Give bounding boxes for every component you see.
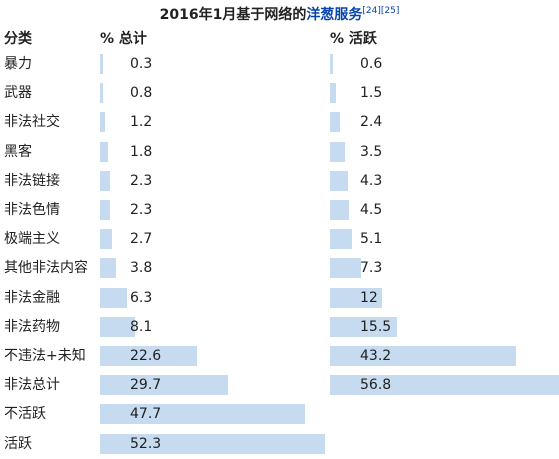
table-row: 其他非法内容 3.8 7.3 [0, 254, 559, 283]
table-caption: 2016年1月基于网络的洋葱服务[24][25] [0, 0, 559, 23]
table-row: 活跃 52.3 [0, 430, 559, 459]
percent-active-value: 4.5 [360, 202, 383, 218]
percent-active-bar [330, 112, 341, 133]
category-label: 非法链接 [4, 172, 60, 189]
percent-active-bar [330, 346, 516, 366]
percent-total-bar [100, 200, 110, 220]
category-label: 活跃 [4, 435, 32, 452]
percent-active-value: 3.5 [360, 143, 383, 160]
percent-active-value: 1.5 [360, 85, 383, 102]
table-row: 暴力 0.3 0.6 [0, 50, 559, 79]
percent-total-value: 3.8 [130, 260, 153, 277]
category-label: 非法色情 [4, 202, 60, 218]
percent-active-value: 7.3 [360, 260, 383, 277]
percent-active-value: 12 [360, 289, 378, 306]
percent-total-value: 47.7 [130, 406, 162, 423]
percent-active-value: 5.1 [360, 231, 383, 248]
percent-total-bar [100, 141, 108, 162]
table-row: 不违法+未知 22.6 43.2 [0, 342, 559, 371]
category-label: 不活跃 [4, 406, 46, 423]
header-percent-active: % 活跃 [330, 31, 377, 47]
percent-active-bar [330, 229, 352, 250]
reference-links[interactable]: [24][25] [362, 6, 400, 16]
category-label: 非法社交 [4, 114, 60, 131]
percent-total-value: 1.2 [130, 114, 153, 131]
category-label: 黑客 [4, 143, 32, 160]
table-row: 武器 0.8 1.5 [0, 79, 559, 108]
percent-active-value: 2.4 [360, 114, 383, 131]
percent-active-bar [330, 375, 559, 396]
table-row: 黑客 1.8 3.5 [0, 138, 559, 167]
percent-total-value: 2.3 [130, 202, 153, 218]
table-row: 非法社交 1.2 2.4 [0, 108, 559, 137]
onion-services-link[interactable]: 洋葱服务 [306, 7, 363, 23]
category-label: 其他非法内容 [4, 260, 88, 277]
percent-total-value: 52.3 [130, 435, 162, 452]
table-row: 极端主义 2.7 5.1 [0, 225, 559, 254]
table-row: 不活跃 47.7 [0, 400, 559, 429]
percent-active-bar [330, 258, 362, 279]
percent-total-bar [100, 54, 103, 74]
percent-total-bar [100, 112, 106, 133]
percent-active-bar [330, 170, 349, 191]
percent-total-bar [100, 258, 117, 279]
percent-total-bar [100, 83, 104, 104]
percent-active-bar [330, 141, 346, 162]
percent-total-value: 6.3 [130, 289, 153, 306]
table-row: 非法总计 29.7 56.8 [0, 371, 559, 400]
percent-active-bar [330, 54, 333, 74]
percent-active-bar [330, 83, 337, 104]
percent-total-value: 22.6 [130, 348, 162, 364]
percent-total-bar [100, 404, 306, 425]
percent-total-value: 0.3 [130, 56, 153, 72]
table-row: 非法金融 6.3 12 [0, 284, 559, 313]
percent-active-value: 4.3 [360, 172, 383, 189]
percent-total-bar [100, 375, 228, 396]
percent-total-value: 8.1 [130, 318, 153, 335]
table-row: 非法色情 2.3 4.5 [0, 196, 559, 225]
percent-active-bar [330, 287, 382, 308]
category-label: 不违法+未知 [4, 348, 86, 364]
percent-total-bar [100, 229, 112, 250]
header-percent-total: % 总计 [100, 31, 147, 47]
percent-active-value: 0.6 [360, 56, 383, 72]
table-row: 非法药物 8.1 15.5 [0, 313, 559, 342]
category-label: 极端主义 [4, 231, 60, 248]
percent-active-bar [330, 316, 397, 337]
percent-total-value: 2.7 [130, 231, 153, 248]
caption-text: 2016年1月基于网络的 [159, 7, 307, 23]
percent-total-value: 2.3 [130, 172, 153, 189]
percent-total-value: 0.8 [130, 85, 153, 102]
percent-active-value: 56.8 [360, 377, 392, 394]
category-label: 非法药物 [4, 318, 60, 335]
category-label: 武器 [4, 85, 32, 102]
category-label: 非法总计 [4, 377, 60, 394]
category-label: 非法金融 [4, 289, 60, 306]
category-label: 暴力 [4, 56, 32, 72]
percent-active-value: 15.5 [360, 318, 392, 335]
percent-active-value: 43.2 [360, 348, 392, 364]
percent-total-bar [100, 170, 110, 191]
percent-total-bar [100, 287, 128, 308]
percent-total-value: 29.7 [130, 377, 162, 394]
percent-total-bar [100, 316, 135, 337]
percent-total-bar [100, 346, 198, 366]
header-category: 分类 [4, 31, 32, 47]
percent-active-bar [330, 200, 350, 220]
table-row: 非法链接 2.3 4.3 [0, 167, 559, 196]
percent-total-value: 1.8 [130, 143, 153, 160]
